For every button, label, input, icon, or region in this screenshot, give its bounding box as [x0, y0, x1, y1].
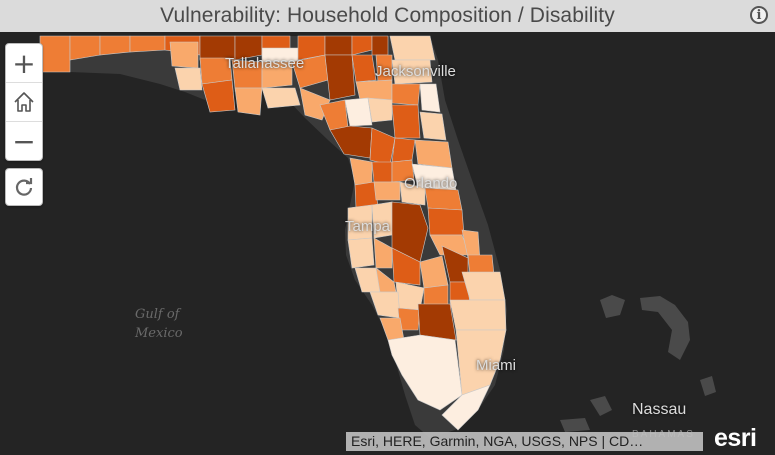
county-polygon[interactable]: [391, 59, 433, 85]
county-polygon[interactable]: [399, 181, 426, 206]
county-polygon[interactable]: [427, 207, 465, 236]
city-label: Orlando: [404, 175, 458, 192]
county-polygon[interactable]: [455, 329, 507, 396]
refresh-button[interactable]: [5, 168, 43, 206]
water-label-line: Mexico: [135, 326, 183, 341]
home-icon: [14, 92, 34, 112]
county-polygon[interactable]: [39, 35, 71, 73]
water-label-line: Gulf of: [135, 307, 180, 322]
attribution-text[interactable]: Esri, HERE, Garmin, NGA, USGS, NPS | CD…: [346, 432, 703, 451]
city-label: Tallahassee: [225, 55, 305, 72]
zoom-out-button[interactable]: −: [12, 124, 36, 158]
county-polygon[interactable]: [419, 111, 447, 141]
county-polygon[interactable]: [99, 35, 131, 56]
county-polygon[interactable]: [379, 317, 405, 341]
city-label: Jacksonville: [375, 63, 456, 80]
page-title: Vulnerability: Household Composition / D…: [160, 4, 615, 27]
county-polygon[interactable]: [234, 87, 263, 116]
county-polygon[interactable]: [414, 139, 453, 169]
county-polygon[interactable]: [129, 35, 166, 53]
zoom-in-button[interactable]: +: [6, 44, 42, 83]
county-polygon[interactable]: [391, 159, 415, 183]
county-polygon[interactable]: [261, 61, 293, 89]
county-polygon[interactable]: [324, 54, 356, 101]
county-polygon[interactable]: [391, 104, 421, 139]
county-polygon[interactable]: [349, 157, 373, 186]
county-polygon[interactable]: [324, 35, 353, 56]
county-polygon[interactable]: [174, 67, 203, 91]
county-polygon[interactable]: [344, 97, 373, 127]
esri-logo[interactable]: esri: [714, 424, 757, 452]
county-polygon[interactable]: [389, 35, 436, 61]
bahamas-islands: [560, 295, 716, 432]
city-label: Tampa: [345, 218, 391, 235]
county-polygons: [39, 35, 507, 431]
county-polygon[interactable]: [391, 137, 416, 163]
county-polygon[interactable]: [347, 237, 375, 269]
info-circle-icon[interactable]: i: [750, 6, 768, 24]
county-polygon[interactable]: [449, 299, 507, 331]
county-polygon[interactable]: [391, 201, 429, 263]
county-polygon[interactable]: [351, 54, 377, 83]
home-button[interactable]: [6, 83, 42, 122]
county-polygon[interactable]: [261, 87, 301, 109]
county-polygon[interactable]: [371, 35, 389, 56]
title-bar: Vulnerability: Household Composition / D…: [0, 0, 775, 32]
zoom-control: + −: [5, 43, 43, 161]
county-polygon[interactable]: [373, 237, 393, 269]
gulf-of-mexico-label: Gulf of Mexico: [135, 305, 183, 343]
county-polygon[interactable]: [373, 181, 401, 201]
county-polygon[interactable]: [371, 161, 393, 183]
city-label: Nassau: [632, 401, 687, 418]
city-label: Miami: [476, 357, 516, 374]
county-polygon[interactable]: [367, 97, 393, 123]
county-polygon[interactable]: [419, 83, 441, 113]
county-polygon[interactable]: [391, 247, 421, 286]
county-polygon[interactable]: [387, 334, 463, 411]
refresh-icon: [15, 178, 33, 196]
county-polygon[interactable]: [441, 384, 491, 431]
county-polygon[interactable]: [355, 79, 393, 101]
county-polygon[interactable]: [417, 303, 457, 341]
county-polygon[interactable]: [169, 41, 199, 69]
county-polygon[interactable]: [201, 79, 236, 113]
county-polygon[interactable]: [391, 83, 421, 106]
county-polygon[interactable]: [369, 291, 401, 319]
